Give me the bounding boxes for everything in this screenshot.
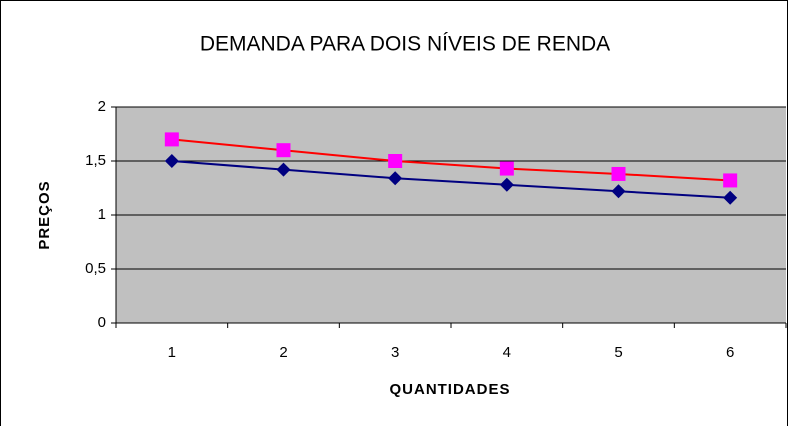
series-line xyxy=(171,160,731,199)
point-marker xyxy=(499,161,514,176)
point-marker xyxy=(611,184,626,199)
point-marker xyxy=(499,177,514,192)
y-tick-label: 0,5 xyxy=(85,260,106,277)
chart-title: DEMANDA PARA DOIS NÍVEIS DE RENDA xyxy=(200,33,610,56)
y-tick-label: 2 xyxy=(98,98,106,115)
point-marker xyxy=(388,171,403,186)
series-line xyxy=(171,138,731,182)
point-marker xyxy=(723,190,738,205)
x-tick-label: 1 xyxy=(168,344,176,361)
x-tick-label: 4 xyxy=(503,344,511,361)
point-marker xyxy=(276,143,291,158)
point-marker xyxy=(388,154,403,168)
x-axis-title: QUANTIDADES xyxy=(389,381,510,398)
point-marker xyxy=(276,162,291,177)
point-marker xyxy=(164,154,179,168)
point-marker xyxy=(611,166,626,181)
y-tick-label: 1 xyxy=(98,206,106,223)
y-axis-title: PREÇOS xyxy=(36,180,53,249)
point-marker xyxy=(164,132,179,147)
x-tick-label: 5 xyxy=(614,344,622,361)
x-tick-label: 2 xyxy=(279,344,287,361)
y-tick-label: 1,5 xyxy=(85,152,106,169)
x-tick-label: 6 xyxy=(726,344,734,361)
x-tick-label: 3 xyxy=(391,344,399,361)
point-marker xyxy=(723,173,738,188)
y-tick-label: 0 xyxy=(98,314,106,331)
